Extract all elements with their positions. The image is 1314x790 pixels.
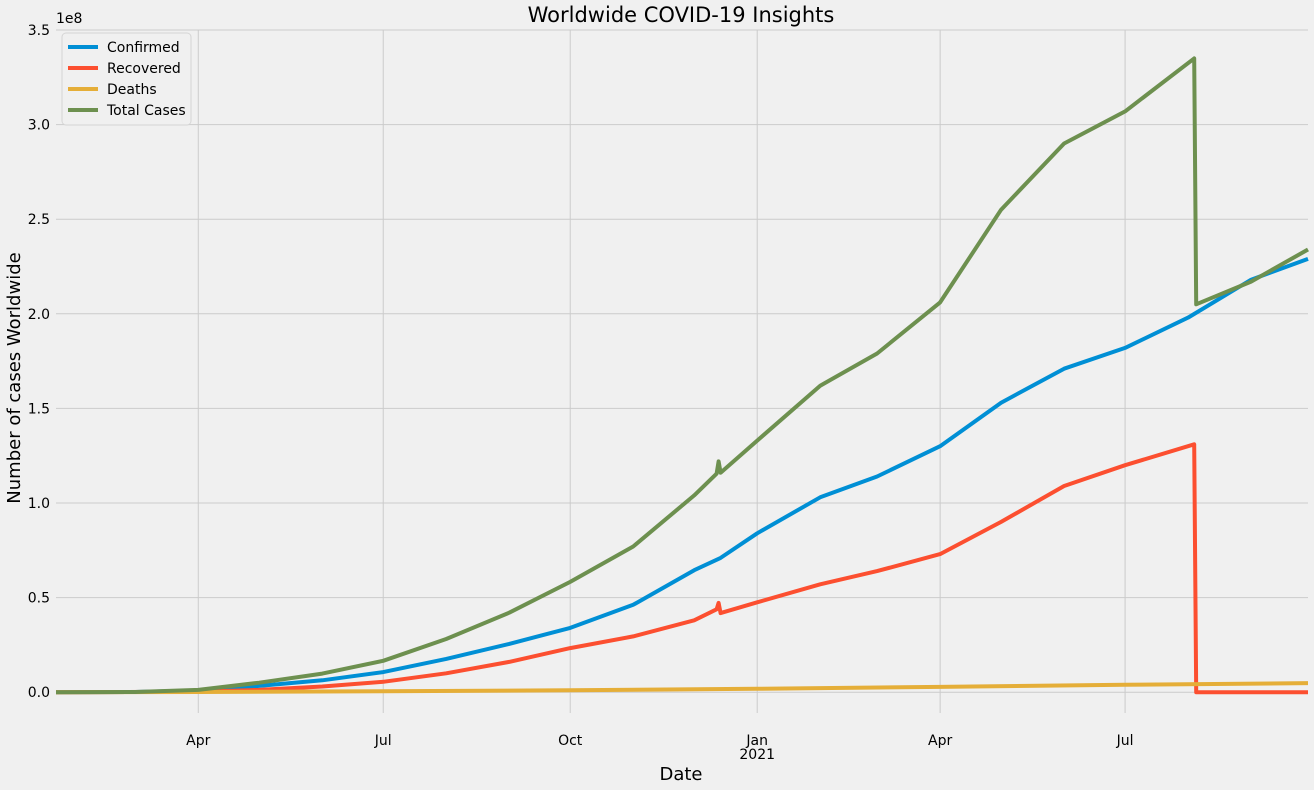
y-tick-label: 2.5 [28, 212, 50, 228]
x-tick-label: Apr [186, 733, 210, 749]
x-tick-year-label: 2021 [739, 747, 775, 763]
grid-lines [56, 29, 1308, 713]
legend-label: Recovered [107, 61, 181, 77]
y-tick-label: 3.0 [28, 118, 50, 134]
y-tick-label: 3.5 [28, 23, 50, 39]
legend-label: Deaths [107, 82, 157, 98]
series-line-2 [55, 681, 1309, 695]
x-tick-label: Jul [374, 733, 392, 749]
y-tick-label: 1.0 [28, 496, 50, 512]
y-axis-title: Number of cases Worldwide [4, 252, 25, 503]
legend-label: Confirmed [107, 40, 180, 56]
x-tick-label: Apr [928, 733, 952, 749]
series-line-3 [55, 56, 1309, 695]
x-tick-label: Jul [1116, 733, 1134, 749]
y-tick-label: 0.5 [28, 591, 50, 607]
x-tick-label: Oct [558, 733, 583, 749]
x-axis-title: Date [659, 764, 702, 785]
y-axis-offset-label: 1e8 [56, 11, 82, 27]
series-line-0 [55, 257, 1309, 695]
chart-title: Worldwide COVID-19 Insights [528, 3, 835, 27]
legend-box [61, 32, 192, 126]
x-tick-label: Jan [745, 733, 768, 749]
y-tick-label: 2.0 [28, 307, 50, 323]
y-tick-label: 0.0 [28, 685, 50, 701]
y-axis-ticks: 0.0 0.5 1.0 1.5 2.0 2.5 3.0 3.5 [28, 23, 50, 701]
series-lines [55, 56, 1309, 695]
legend-label: Total Cases [106, 103, 186, 119]
y-tick-label: 1.5 [28, 401, 50, 417]
legend: Confirmed Recovered Deaths Total Cases [61, 32, 192, 126]
series-line-1 [55, 442, 1308, 695]
